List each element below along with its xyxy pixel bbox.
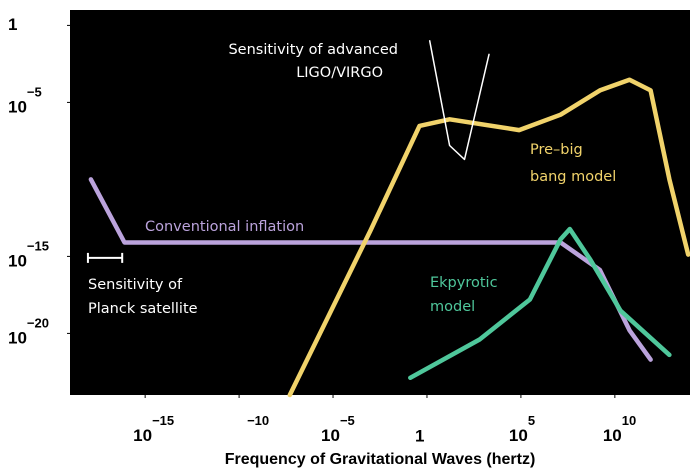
annotation: model	[430, 299, 475, 315]
annotation: Sensitivity of advanced	[228, 42, 398, 58]
y-tick-label: 10−5	[8, 85, 42, 117]
series-line	[428, 40, 490, 161]
y-tick-label: 10−15	[8, 239, 49, 271]
y-tick-label: 10−20	[8, 316, 49, 348]
annotation: LIGO/VIRGO	[296, 65, 383, 81]
annotation: Planck satellite	[88, 301, 198, 317]
x-tick-label: 1	[415, 426, 424, 445]
x-tick-label: 1010	[603, 413, 636, 445]
y-tick-label: 1	[8, 15, 17, 34]
annotation: Pre–big	[530, 142, 583, 158]
annotation: bang model	[530, 169, 616, 185]
plot-area	[70, 10, 690, 395]
x-tick-label: −10	[247, 413, 269, 428]
annotation: Sensitivity of	[88, 277, 183, 293]
series-line	[287, 77, 690, 398]
series-line	[408, 226, 672, 381]
x-tick-label: 10−15	[133, 413, 174, 445]
x-tick-label: 10−5	[321, 413, 355, 445]
x-axis-label: Frequency of Gravitational Waves (hertz)	[225, 451, 536, 468]
x-tick-label: 105	[509, 413, 535, 445]
annotation: Conventional inflation	[145, 219, 304, 235]
series-line	[88, 177, 653, 362]
annotation: Ekpyrotic	[430, 275, 498, 291]
